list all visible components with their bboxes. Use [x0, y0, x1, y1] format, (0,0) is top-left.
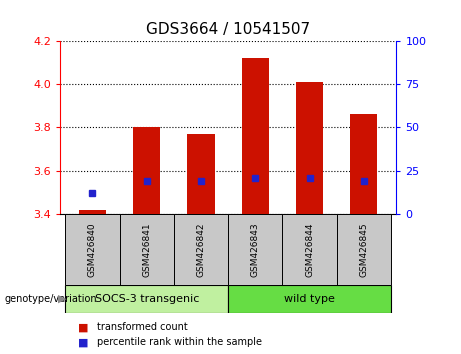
Text: ■: ■	[78, 322, 92, 332]
Text: ▶: ▶	[58, 294, 66, 304]
Bar	[350, 114, 378, 214]
FancyBboxPatch shape	[174, 214, 228, 285]
Text: GSM426841: GSM426841	[142, 222, 151, 277]
FancyBboxPatch shape	[65, 285, 228, 313]
Bar	[79, 210, 106, 214]
Text: GSM426840: GSM426840	[88, 222, 97, 277]
Bar	[296, 82, 323, 214]
Text: genotype/variation: genotype/variation	[5, 294, 97, 304]
Text: transformed count: transformed count	[97, 322, 188, 332]
FancyBboxPatch shape	[65, 214, 120, 285]
Text: SOCS-3 transgenic: SOCS-3 transgenic	[95, 294, 199, 304]
FancyBboxPatch shape	[228, 214, 283, 285]
Bar	[188, 134, 215, 214]
Text: GSM426842: GSM426842	[196, 222, 206, 277]
Text: percentile rank within the sample: percentile rank within the sample	[97, 337, 262, 347]
Text: GSM426845: GSM426845	[360, 222, 368, 277]
Bar	[242, 58, 269, 214]
Text: wild type: wild type	[284, 294, 335, 304]
FancyBboxPatch shape	[337, 214, 391, 285]
FancyBboxPatch shape	[120, 214, 174, 285]
Title: GDS3664 / 10541507: GDS3664 / 10541507	[146, 22, 310, 37]
FancyBboxPatch shape	[283, 214, 337, 285]
Text: GSM426844: GSM426844	[305, 222, 314, 277]
Bar	[133, 127, 160, 214]
Text: GSM426843: GSM426843	[251, 222, 260, 277]
Text: ■: ■	[78, 337, 92, 347]
FancyBboxPatch shape	[228, 285, 391, 313]
